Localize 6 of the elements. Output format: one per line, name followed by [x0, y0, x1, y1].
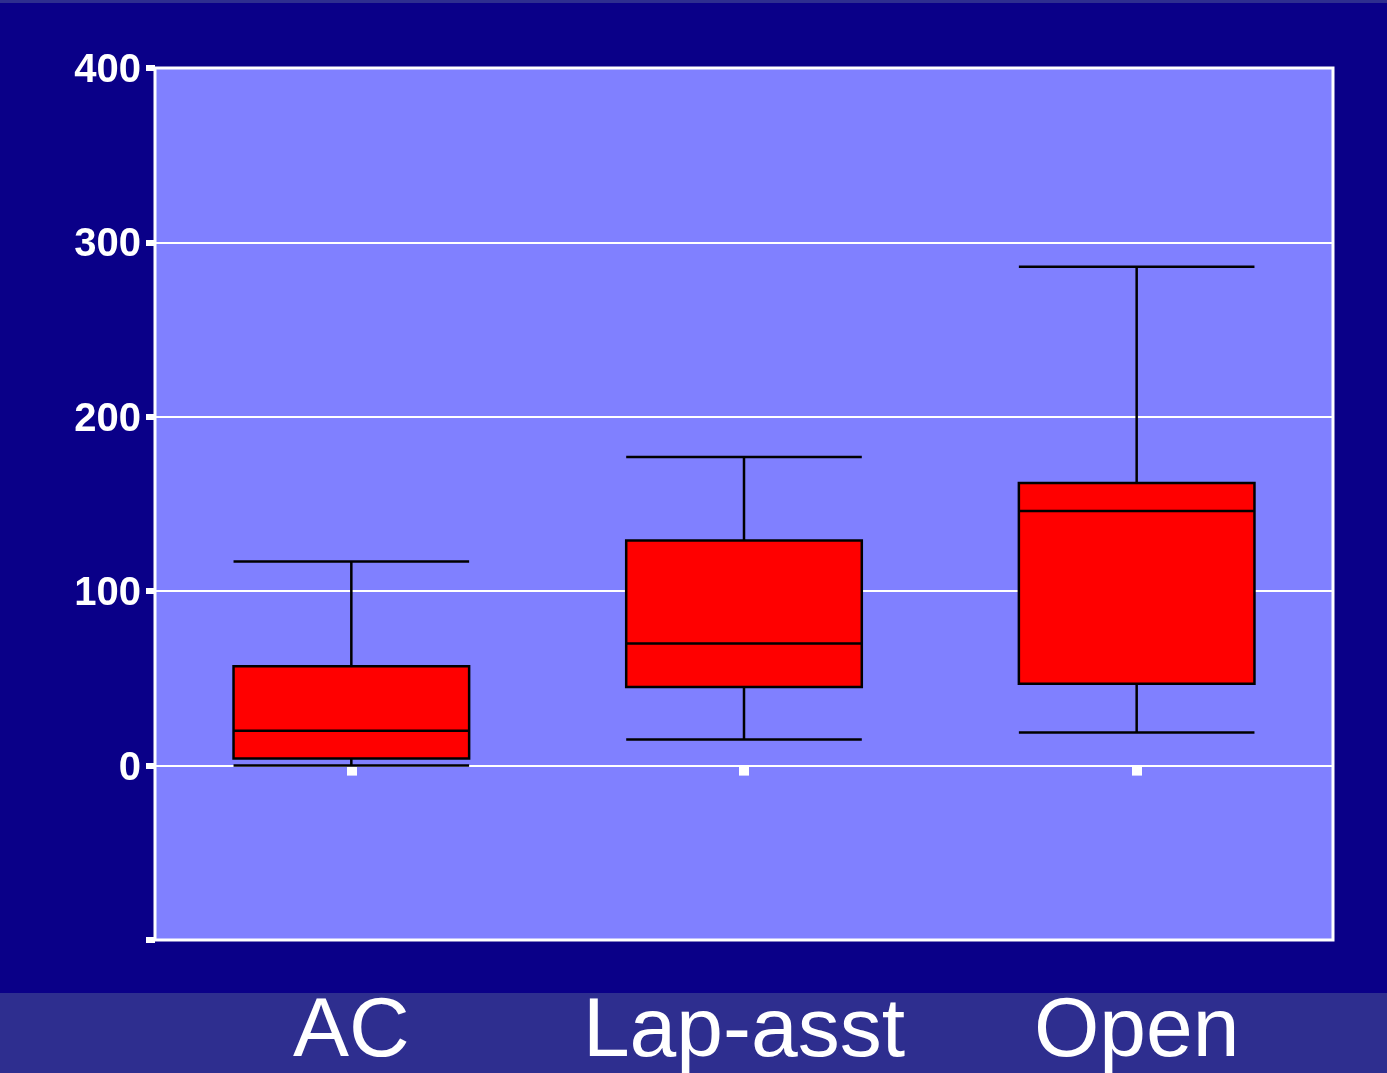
- x-tick-label: AC: [292, 980, 410, 1073]
- y-tick-label: 100: [74, 569, 141, 614]
- y-tick-label: 300: [74, 220, 141, 265]
- y-tick-label: 0: [118, 743, 141, 788]
- y-tick-label: 400: [74, 46, 141, 90]
- y-tick-label: 200: [74, 394, 141, 439]
